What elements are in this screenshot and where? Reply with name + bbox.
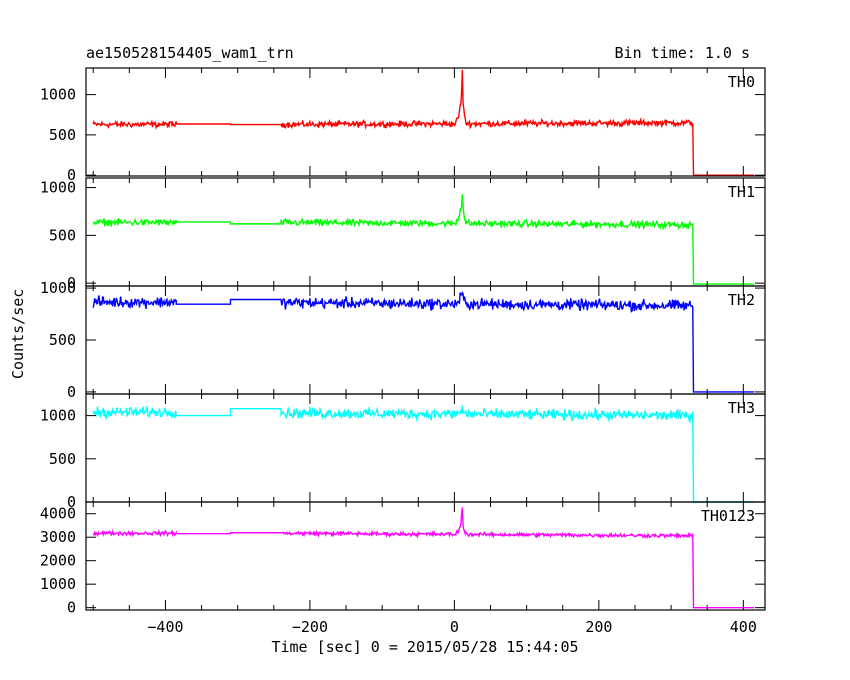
y-tick-label: 0 (67, 599, 76, 617)
panel-label-th0: TH0 (728, 73, 755, 91)
panel-label-th3: TH3 (728, 399, 755, 417)
x-tick-label: −400 (147, 618, 183, 636)
y-tick-label: 1000 (40, 279, 76, 297)
series-line-th1 (92, 194, 755, 285)
y-tick-label: 4000 (40, 505, 76, 523)
y-tick-label: 500 (49, 331, 76, 349)
x-tick-label: −200 (292, 618, 328, 636)
y-tick-label: 0 (67, 383, 76, 401)
panel-label-th1: TH1 (728, 183, 755, 201)
y-tick-label: 3000 (40, 528, 76, 546)
y-tick-label: 0 (67, 274, 76, 292)
bin-time-label: Bin time: 1.0 s (614, 44, 750, 62)
y-tick-label: 1000 (40, 575, 76, 593)
panel-label-th2: TH2 (728, 291, 755, 309)
panel-frame-th1 (85, 177, 766, 287)
x-axis-label: Time [sec] 0 = 2015/05/28 15:44:05 (271, 638, 579, 656)
panel-frame-th3 (85, 393, 766, 503)
x-tick-label: 0 (450, 618, 459, 636)
series-line-th0 (92, 69, 755, 176)
y-tick-label: 1000 (40, 407, 76, 425)
series-line-th0123 (92, 507, 755, 609)
y-tick-label: 500 (49, 226, 76, 244)
panel-frame-th2 (85, 285, 766, 395)
y-tick-label: 0 (67, 166, 76, 184)
x-tick-label: 200 (585, 618, 612, 636)
y-tick-label: 500 (49, 126, 76, 144)
y-tick-label: 500 (49, 450, 76, 468)
y-tick-label: 1000 (40, 179, 76, 197)
panel-label-th0123: TH0123 (701, 507, 755, 525)
y-tick-label: 0 (67, 493, 76, 511)
x-tick-label: 400 (730, 618, 757, 636)
panel-frame-th0 (85, 67, 766, 177)
panel-frame-th0123 (85, 501, 766, 611)
series-line-th3 (92, 405, 755, 503)
series-line-th2 (92, 291, 755, 393)
y-tick-label: 2000 (40, 552, 76, 570)
chart-title: ae150528154405_wam1_trn (86, 44, 294, 62)
y-tick-label: 1000 (40, 86, 76, 104)
